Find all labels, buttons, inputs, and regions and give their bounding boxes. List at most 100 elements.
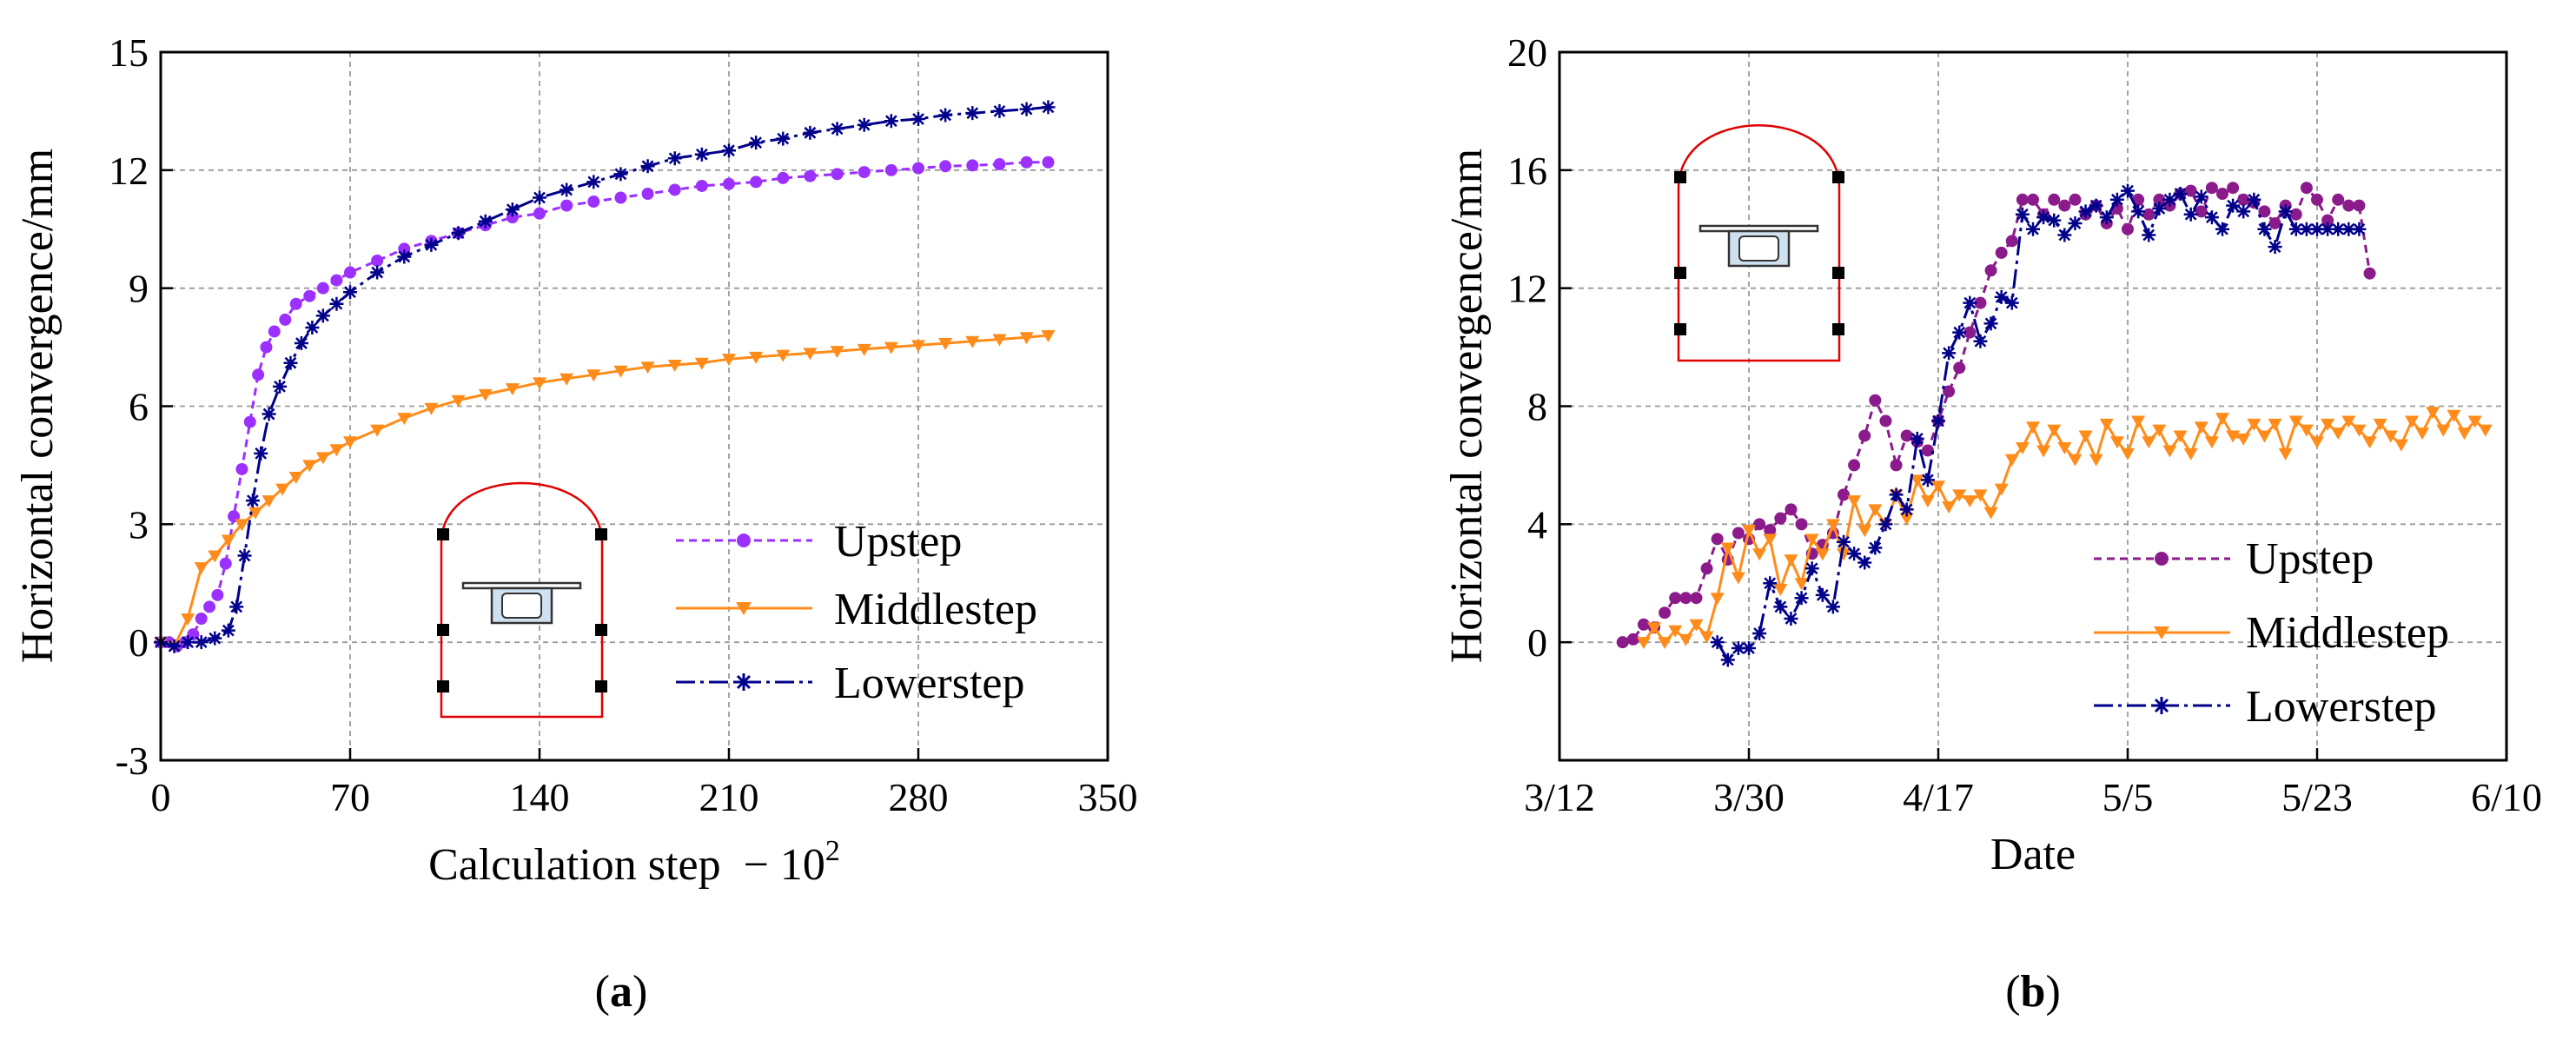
series-b-lowerstep-point-40 — [2131, 204, 2146, 219]
series-b-middlestep-point-14 — [1784, 554, 1798, 567]
series-b-lowerstep-line — [1716, 189, 2360, 663]
series-b-lowerstep-point-60 — [2341, 222, 2356, 236]
series-b-upstep-point-17 — [1795, 518, 1808, 531]
series-b-middlestep-point-30 — [1952, 489, 1967, 502]
series-b-upstep-point-54 — [2184, 184, 2197, 197]
series-b-upstep-point-5 — [1669, 592, 1682, 605]
series-b-lowerstep — [1710, 183, 2367, 667]
series-b-upstep-point-29 — [1921, 444, 1934, 457]
series-a-middlestep-point-32 — [830, 346, 844, 359]
series-a-middlestep-point-3 — [194, 562, 209, 575]
series-b-upstep-point-32 — [1953, 361, 1966, 374]
series-a-upstep-point-14 — [268, 325, 281, 338]
series-b-upstep-point-16 — [1785, 503, 1798, 516]
series-b-middlestep-point-70 — [2373, 418, 2387, 431]
series-a-upstep-point-30 — [614, 191, 627, 204]
series-b-upstep-point-59 — [2237, 193, 2250, 206]
series-a-upstep-point-27 — [533, 207, 546, 220]
series-b-lowerstep-point-18 — [1899, 502, 1914, 517]
y-tick-label-a-5: 12 — [109, 149, 149, 193]
series-a-lowerstep-point-11 — [273, 379, 288, 394]
series-a-upstep-point-32 — [668, 183, 681, 196]
series-a-lowerstep-point-42 — [1019, 102, 1034, 116]
series-a-upstep-point-34 — [723, 177, 735, 190]
series-b-middlestep-point-49 — [2152, 424, 2167, 437]
series-b-lowerstep-point-37 — [2099, 210, 2114, 225]
legend-b-middlestep-marker — [2154, 626, 2169, 639]
series-b-lowerstep-point-57 — [2310, 222, 2324, 236]
y-tick-label-a-4: 9 — [129, 267, 149, 311]
series-b-middlestep-point-13 — [1773, 584, 1788, 597]
series-a-upstep-point-40 — [884, 163, 897, 176]
series-b-upstep-point-31 — [1943, 385, 1956, 398]
series-b-middlestep-point-58 — [2247, 418, 2261, 431]
series-b-upstep-point-48 — [2122, 222, 2134, 235]
series-b-middlestep-point-66 — [2331, 427, 2346, 441]
series-a-upstep-point-6 — [203, 600, 216, 613]
series-b-upstep-point-62 — [2268, 216, 2281, 229]
series-b-middlestep-point-43 — [2089, 454, 2103, 467]
series-a-upstep-point-13 — [260, 341, 273, 354]
series-b-middlestep-point-18 — [1825, 519, 1840, 532]
series-b-lowerstep-point-5 — [1763, 576, 1778, 591]
series-b-middlestep-point-51 — [2173, 430, 2188, 443]
series-b-lowerstep-point-29 — [2015, 207, 2030, 222]
y-tick-label-b-2: 8 — [1527, 385, 1547, 429]
series-b-upstep-point-58 — [2227, 182, 2240, 195]
series-b-upstep-point-35 — [1984, 264, 1997, 277]
series-b-middlestep-point-46 — [2121, 447, 2135, 461]
series-b-middlestep-point-35 — [2004, 454, 2019, 467]
series-a-middlestep-point-13 — [329, 444, 344, 457]
series-b-lowerstep-point-19 — [1910, 431, 1924, 446]
series-a-upstep-point-33 — [695, 179, 708, 192]
series-b-lowerstep-point-25 — [1973, 334, 1988, 348]
series-b-upstep-point-23 — [1858, 429, 1871, 442]
series-a-upstep-point-29 — [587, 195, 600, 209]
series-a-upstep-point-16 — [289, 297, 302, 310]
bridge-girder-void-b — [1738, 235, 1779, 262]
legend-b-lowerstep: Lowerstep — [2094, 682, 2436, 732]
legend-b-middlestep-label: Middlestep — [2246, 608, 2449, 658]
y-tick-label-a-6: 15 — [109, 30, 149, 75]
series-a-middlestep-point-33 — [857, 343, 871, 356]
legend-b-upstep-marker — [2155, 552, 2169, 566]
series-b-upstep-point-27 — [1900, 429, 1913, 442]
series-a-lowerstep-point-9 — [254, 446, 268, 461]
series-a-lowerstep-point-12 — [283, 355, 298, 370]
x-tick-label-a-4: 280 — [889, 775, 949, 819]
series-a-middlestep-point-19 — [478, 388, 493, 401]
series-b-middlestep-point-21 — [1858, 525, 1872, 538]
x-axis-title-b: Date — [1990, 830, 2076, 879]
series-b-middlestep-point-42 — [2078, 430, 2093, 443]
series-b-middlestep-point-59 — [2257, 430, 2272, 443]
series-b-middlestep-point-57 — [2236, 433, 2251, 446]
series-b-middlestep-point-64 — [2310, 436, 2324, 449]
series-b-middlestep-point-12 — [1763, 533, 1778, 547]
series-b-upstep-point-55 — [2195, 205, 2208, 218]
series-b-upstep-point-33 — [1963, 326, 1977, 339]
series-b-lowerstep-point-46 — [2194, 189, 2208, 204]
series-a-middlestep-point-24 — [613, 365, 628, 378]
series-b-lowerstep-point-13 — [1847, 547, 1862, 561]
series-a-upstep-point-39 — [858, 166, 871, 179]
series-a-upstep-point-41 — [912, 162, 924, 175]
series-b-lowerstep-point-39 — [2121, 183, 2135, 198]
monitor-point-b-5 — [1674, 323, 1686, 335]
series-b-middlestep-point-10 — [1742, 525, 1756, 538]
series-a-middlestep-point-35 — [911, 340, 925, 353]
series-b-middlestep-point-50 — [2162, 445, 2177, 458]
series-a-lowerstep-point-43 — [1041, 100, 1056, 115]
series-b-middlestep-point-33 — [1983, 507, 1998, 520]
series-a-middlestep-point-17 — [424, 402, 439, 415]
series-b-lowerstep-point-22 — [1942, 346, 1957, 361]
series-a-lowerstep-point-41 — [992, 103, 1007, 118]
series-a-lowerstep-point-21 — [451, 226, 466, 241]
series-a-lowerstep-point-31 — [722, 143, 736, 158]
series-a-middlestep-point-39 — [1019, 332, 1034, 345]
series-a-upstep-point-17 — [303, 289, 316, 302]
series-a-lowerstep-point-7 — [237, 548, 252, 563]
series-a-upstep-point-8 — [219, 557, 232, 570]
y-tick-label-b-5: 20 — [1507, 30, 1547, 75]
series-b-lowerstep-point-26 — [1983, 316, 1998, 331]
series-b-middlestep-point-28 — [1931, 480, 1945, 494]
